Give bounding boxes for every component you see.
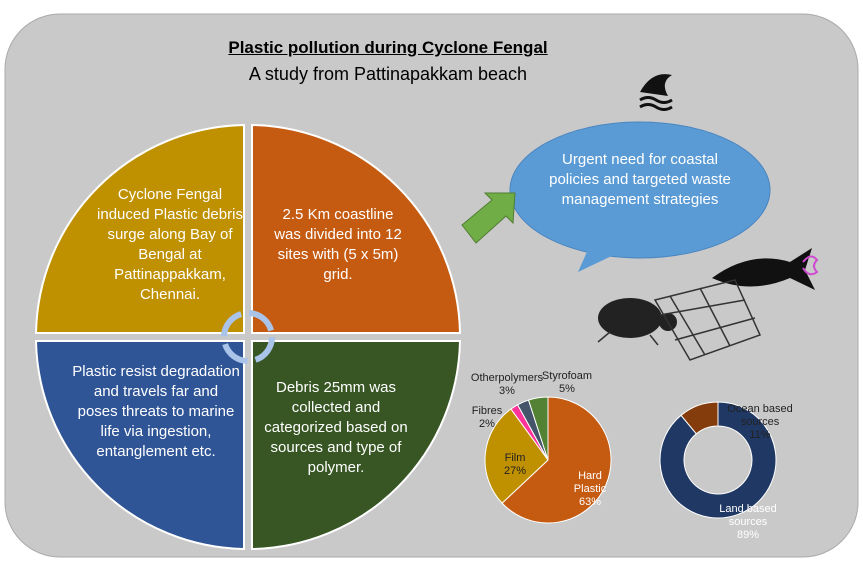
subtitle: A study from Pattinapakkam beach: [188, 64, 588, 85]
title: Plastic pollution during Cyclone Fengal: [188, 38, 588, 58]
slice-value-label: 11%: [725, 429, 795, 442]
slice-value-label: 3%: [467, 385, 547, 398]
quadrant-text: Cyclone Fengal induced Plastic debris su…: [95, 185, 245, 305]
slice-value-label: 2%: [467, 418, 507, 431]
turtle: [598, 298, 662, 338]
slice-label: Film: [495, 452, 535, 465]
quadrant-text: Plastic resist degradation and travels f…: [72, 362, 240, 462]
slice-value-label: 89%: [713, 529, 783, 542]
callout-text: Urgent need for coastal policies and tar…: [545, 150, 735, 210]
quadrant-text: Debris 25mm was collected and categorize…: [262, 378, 410, 478]
slice-value-label: 63%: [565, 496, 615, 509]
slice-label: Ocean based sources: [725, 403, 795, 429]
slice-value-label: 27%: [495, 465, 535, 478]
slice-label: Otherpolymers: [467, 372, 547, 385]
page: Plastic pollution during Cyclone Fengal …: [0, 0, 863, 562]
slice-label: Land based sources: [713, 503, 783, 529]
quadrant-text: 2.5 Km coastline was divided into 12 sit…: [268, 205, 408, 285]
slice-value-label: 5%: [537, 383, 597, 396]
slice-label: Styrofoam: [537, 370, 597, 383]
slice-label: Hard Plastic: [565, 470, 615, 496]
slice-label: Fibres: [467, 405, 507, 418]
